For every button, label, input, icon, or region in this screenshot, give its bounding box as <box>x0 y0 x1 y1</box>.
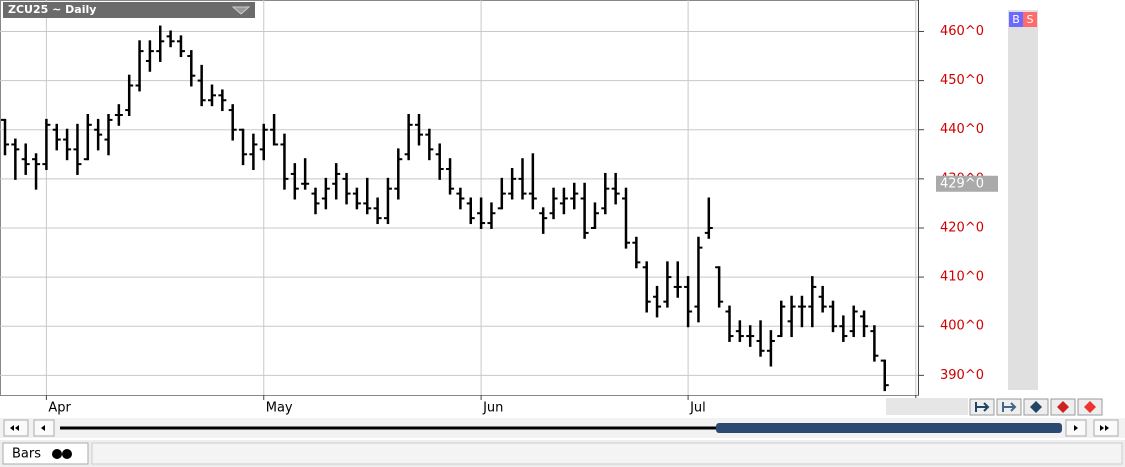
x-tick-label: May <box>266 401 293 416</box>
sell-label[interactable]: S <box>1027 13 1034 26</box>
status-field <box>91 442 1123 465</box>
icon <box>52 449 72 459</box>
icon <box>1100 425 1109 431</box>
scroll-thumb[interactable] <box>716 423 1062 433</box>
bars <box>1 25 889 392</box>
y-tick-label: 460^0 <box>940 24 984 39</box>
y-tick-label: 440^0 <box>940 122 984 137</box>
date-box <box>886 398 968 415</box>
style-label: Bars <box>12 447 41 462</box>
buy-label[interactable]: B <box>1012 13 1020 26</box>
grid <box>0 0 918 395</box>
nav-buttons <box>969 398 1103 416</box>
icon <box>1030 401 1042 413</box>
icon <box>975 402 990 412</box>
sell-button[interactable] <box>1023 12 1037 27</box>
buy-button[interactable] <box>1009 12 1023 27</box>
x-tick-label: Apr <box>48 401 71 416</box>
cursor-label: 429^0 <box>940 176 984 191</box>
chart-title: ZCU25 ~ Daily <box>8 3 96 16</box>
y-tick-label: 410^0 <box>940 270 984 285</box>
title-bar[interactable] <box>3 2 255 18</box>
y-tick-label: 420^0 <box>940 220 984 235</box>
cursor-box <box>936 175 998 192</box>
icon <box>1084 401 1096 413</box>
y-tick-label: 450^0 <box>940 73 984 88</box>
icon <box>1002 402 1017 412</box>
icon <box>1074 425 1078 431</box>
x-tick-label: Jul <box>689 401 706 416</box>
icon <box>10 425 19 431</box>
icon <box>1057 401 1069 413</box>
x-tick-label: Jun <box>482 401 503 416</box>
y-axis: 390^0400^0410^0420^0430^0440^0450^0460^0… <box>918 24 998 383</box>
dropdown-arrow[interactable] <box>231 6 251 15</box>
order-strip <box>1008 10 1038 390</box>
y-tick-label: 390^0 <box>940 368 984 383</box>
y-tick-label: 400^0 <box>940 319 984 334</box>
icon <box>41 425 45 431</box>
